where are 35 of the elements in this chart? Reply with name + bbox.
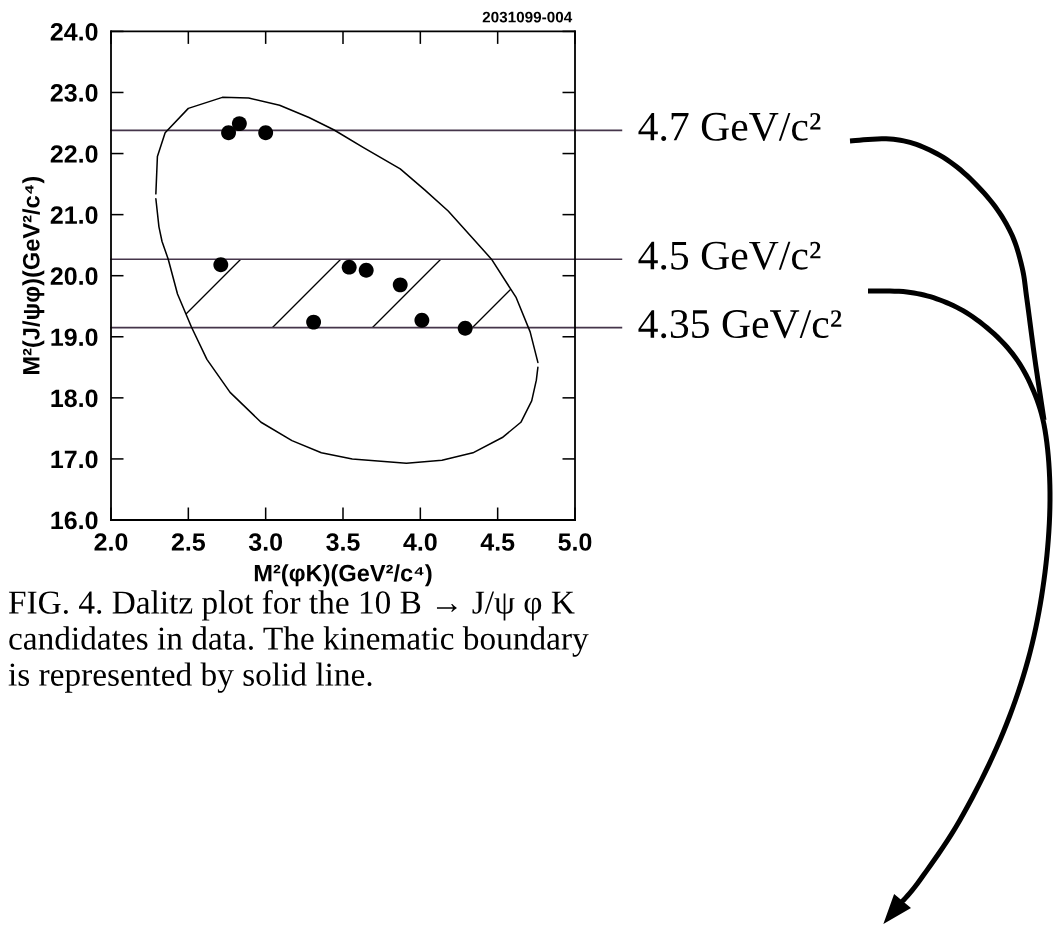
y-tick-label: 23.0 [50,84,98,102]
y-tick-label: 21.0 [50,206,98,224]
point [231,116,247,132]
x-tick-label: 3.5 [326,533,360,551]
point [358,262,374,278]
point [306,314,322,330]
line-series [155,96,539,364]
ref-line-label: 4.7 GeV/c² [638,112,821,141]
caption: FIG. 4. Dalitz plot for the 10 B → J/ψ φ K candidates in data. The kinematic boundary is represented by solid line. [8,590,589,693]
point [414,312,430,328]
point [213,257,229,273]
x-tick-label: 4.5 [480,533,515,551]
x-tick-label: 2.0 [94,533,128,551]
point [457,320,473,336]
y-tick-label: 19.0 [51,328,98,347]
point [341,259,357,275]
x-axis-title: M²(φK)(GeV²/c⁴) [254,564,432,587]
y-tick-label: 16.0 [51,511,98,530]
x-tick-label: 4.0 [403,533,437,551]
y-tick-label: 22.0 [50,145,98,163]
x-tick-label: 3.0 [248,533,283,551]
ref-line-label: 4.35 GeV/c² [638,310,842,339]
y-tick-label: 20.0 [50,267,98,285]
line-series [155,197,539,464]
x-tick-label: 2.5 [171,533,206,551]
point [392,277,408,293]
point [221,125,236,141]
y-tick-label: 17.0 [51,450,98,469]
y-tick-label: 18.0 [51,389,98,408]
y-axis-title: M²(J/ψφ)(GeV²/c⁴) [22,176,45,375]
text: 2031099-004 [482,11,573,23]
ref-line-label: 4.5 GeV/c² [638,241,821,270]
y-tick-label: 24.0 [50,23,98,41]
x-tick-label: 5.0 [558,533,592,551]
point [258,125,274,141]
